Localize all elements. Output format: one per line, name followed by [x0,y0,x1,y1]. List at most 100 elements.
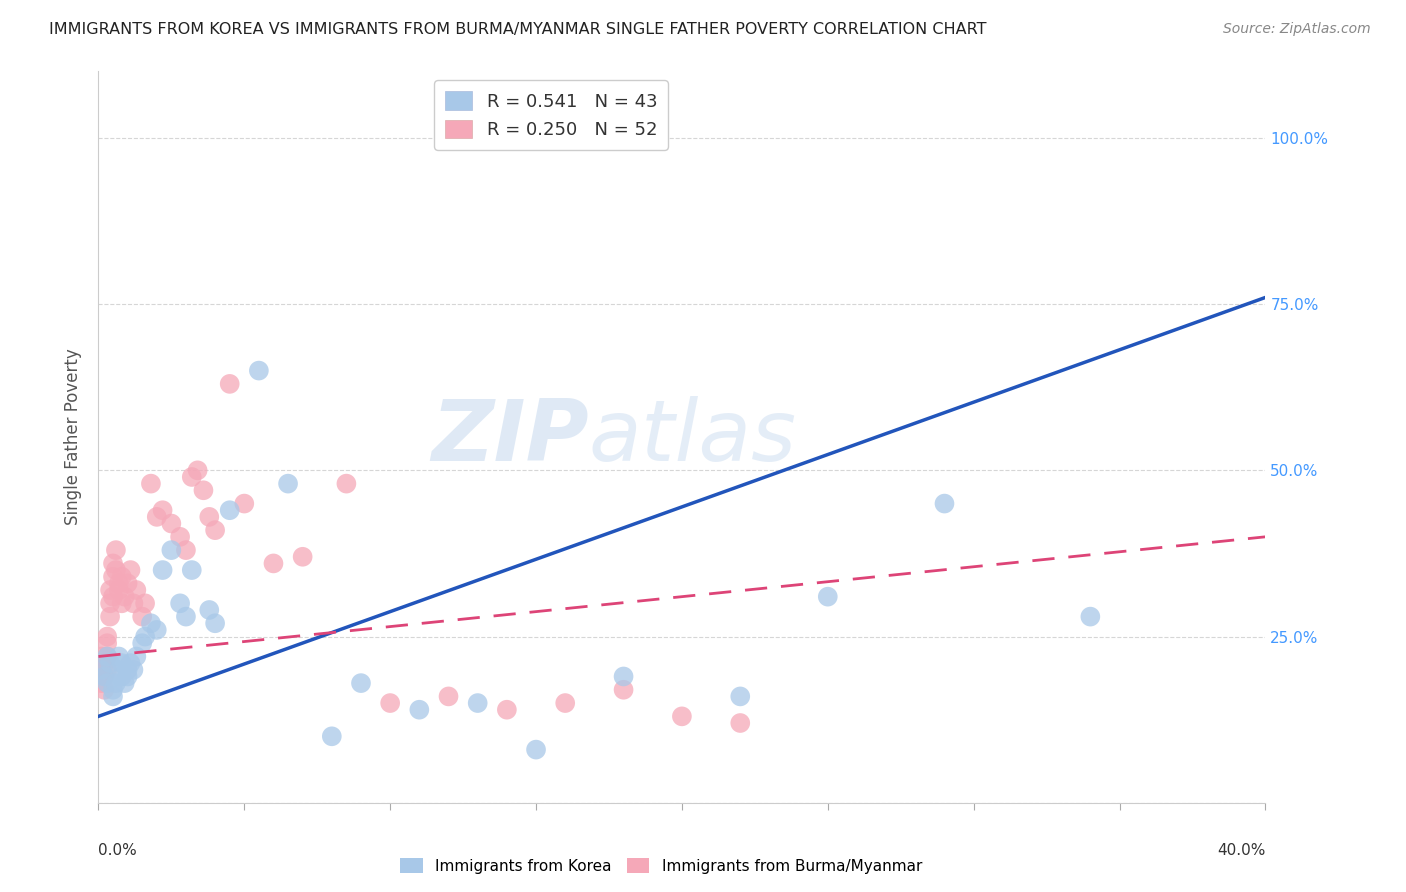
Point [93,669,115,683]
Point [131,636,153,650]
Text: 40.0%: 40.0% [1218,843,1265,858]
Point [111,656,134,670]
Point [104,543,127,558]
Point [90,663,112,677]
Point [671,709,693,723]
Point [96,676,118,690]
Point [120,563,142,577]
Point [277,476,299,491]
Point [111,570,134,584]
Point [111,669,134,683]
Point [98,596,121,610]
Point [104,563,127,577]
Point [152,503,174,517]
Point [96,649,118,664]
Point [139,476,162,491]
Point [262,557,284,571]
Point [612,669,634,683]
Point [169,530,191,544]
Point [101,690,124,704]
Point [93,669,115,683]
Point [117,663,139,677]
Point [321,729,343,743]
Point [108,576,131,591]
Point [1080,609,1102,624]
Point [495,703,517,717]
Text: IMMIGRANTS FROM KOREA VS IMMIGRANTS FROM BURMA/MYANMAR SINGLE FATHER POVERTY COR: IMMIGRANTS FROM KOREA VS IMMIGRANTS FROM… [49,22,987,37]
Point [96,663,118,677]
Point [180,563,202,577]
Point [122,596,145,610]
Point [378,696,402,710]
Point [134,596,156,610]
Point [193,483,215,498]
Point [96,636,118,650]
Point [117,576,139,591]
Point [93,682,115,697]
Point [122,663,145,677]
Point [218,503,240,517]
Point [146,623,169,637]
Point [218,376,240,391]
Point [134,630,156,644]
Point [146,509,169,524]
Y-axis label: Single Father Poverty: Single Father Poverty [65,349,83,525]
Point [108,663,131,677]
Point [335,476,357,491]
Point [101,557,124,571]
Point [291,549,314,564]
Point [101,570,124,584]
Point [90,663,112,677]
Point [139,616,162,631]
Point [93,656,115,670]
Point [174,609,197,624]
Point [90,649,112,664]
Text: ZIP: ZIP [430,395,589,479]
Point [160,543,183,558]
Point [98,582,121,597]
Point [467,696,489,710]
Point [125,649,148,664]
Point [114,676,136,690]
Legend: Immigrants from Korea, Immigrants from Burma/Myanmar: Immigrants from Korea, Immigrants from B… [394,852,928,880]
Point [108,649,131,664]
Point [120,656,142,670]
Point [612,682,634,697]
Point [524,742,547,756]
Text: Source: ZipAtlas.com: Source: ZipAtlas.com [1223,22,1371,37]
Point [408,703,430,717]
Point [233,497,256,511]
Point [728,716,751,731]
Point [96,630,118,644]
Point [111,596,134,610]
Point [817,590,839,604]
Point [117,669,139,683]
Point [350,676,373,690]
Point [96,649,118,664]
Legend: R = 0.541   N = 43, R = 0.250   N = 52: R = 0.541 N = 43, R = 0.250 N = 52 [434,80,668,150]
Point [98,609,121,624]
Point [101,590,124,604]
Point [437,690,460,704]
Point [180,470,202,484]
Point [198,603,221,617]
Point [101,682,124,697]
Point [934,497,956,511]
Point [728,690,751,704]
Point [174,543,197,558]
Point [204,523,226,537]
Point [98,656,121,670]
Point [152,563,174,577]
Point [160,516,183,531]
Point [554,696,576,710]
Text: 0.0%: 0.0% [98,843,138,858]
Point [125,582,148,597]
Point [187,463,209,477]
Point [131,609,153,624]
Point [114,590,136,604]
Point [169,596,191,610]
Point [198,509,221,524]
Point [247,363,270,377]
Point [108,582,131,597]
Point [204,616,226,631]
